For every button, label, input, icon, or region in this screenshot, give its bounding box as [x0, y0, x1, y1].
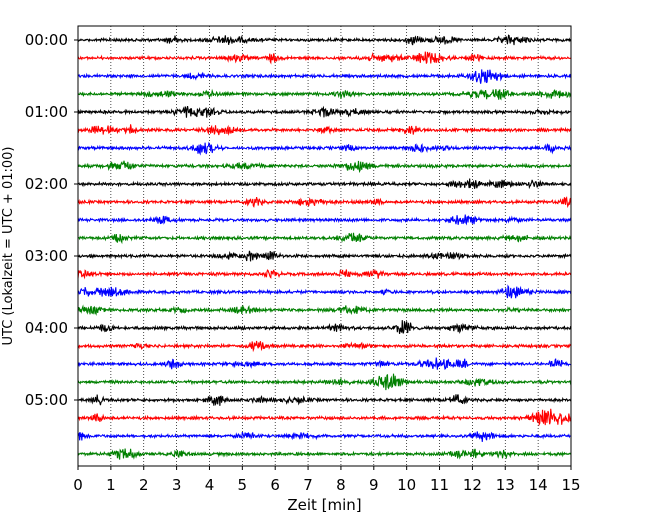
trace-row-0000 [77, 34, 572, 46]
x-tick-label: 4 [205, 476, 215, 494]
x-tick-label: 10 [397, 476, 416, 494]
x-axis-ticks: 0 1 2 3 4 5 6 7 8 9 10 11 12 13 14 15 [73, 466, 581, 494]
x-tick-label: 15 [561, 476, 580, 494]
trace-row-0400 [77, 320, 572, 335]
x-tick-label: 12 [463, 476, 482, 494]
x-tick-label: 11 [430, 476, 449, 494]
trace-row-0545 [77, 448, 572, 460]
y-axis-ticks: 00:00 01:00 02:00 03:00 04:00 05:00 [25, 31, 78, 409]
trace-row-0115 [77, 124, 572, 136]
x-tick-label: 14 [529, 476, 548, 494]
trace-row-0130 [77, 141, 572, 156]
trace-row-0030 [77, 69, 572, 84]
trace-row-0530 [77, 431, 572, 442]
trace-row-0045 [77, 88, 572, 101]
seismogram-traces [77, 34, 572, 460]
x-tick-label: 0 [73, 476, 83, 494]
trace-row-0145 [77, 160, 572, 174]
x-tick-label: 9 [369, 476, 379, 494]
y-tick-label: 03:00 [25, 247, 68, 265]
trace-row-0445 [77, 373, 572, 391]
vertical-gridlines [110, 26, 539, 466]
x-tick-label: 5 [238, 476, 248, 494]
trace-row-0500 [77, 394, 572, 406]
y-tick-label: 04:00 [25, 319, 68, 337]
trace-row-0415 [77, 340, 572, 353]
y-tick-label: 01:00 [25, 103, 68, 121]
x-tick-label: 8 [336, 476, 346, 494]
y-tick-label: 00:00 [25, 31, 68, 49]
trace-row-0300 [77, 250, 572, 262]
trace-row-0015 [77, 51, 572, 65]
x-tick-label: 1 [106, 476, 116, 494]
trace-row-0515 [77, 408, 572, 427]
x-tick-label: 7 [303, 476, 313, 494]
trace-row-0100 [77, 105, 572, 118]
y-tick-label: 02:00 [25, 175, 68, 193]
trace-row-0230 [77, 214, 572, 226]
y-tick-label: 05:00 [25, 391, 68, 409]
y-axis-label: UTC (Lokalzeit = UTC + 01:00) [1, 147, 16, 346]
trace-row-0200 [77, 178, 572, 190]
x-tick-label: 13 [496, 476, 515, 494]
trace-row-0315 [77, 269, 572, 280]
x-axis-label: Zeit [min] [287, 496, 361, 514]
trace-row-0245 [77, 232, 572, 245]
x-tick-label: 3 [172, 476, 182, 494]
trace-row-0345 [77, 304, 572, 316]
trace-row-0215 [77, 196, 572, 209]
trace-row-0330 [77, 284, 572, 299]
x-tick-label: 2 [139, 476, 149, 494]
x-tick-label: 6 [270, 476, 280, 494]
trace-row-0430 [77, 357, 572, 371]
plot-frame [77, 25, 572, 467]
